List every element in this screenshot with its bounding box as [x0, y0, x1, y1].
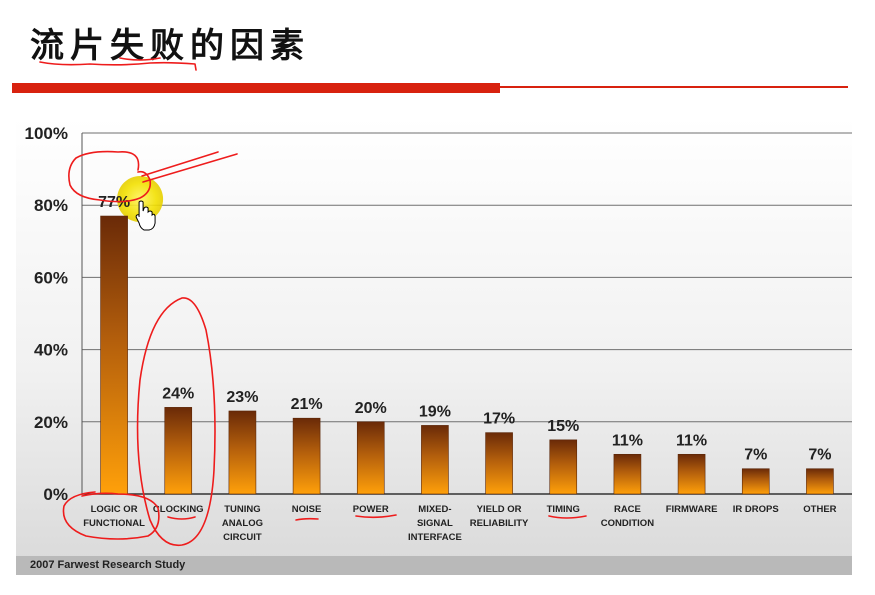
category-label: FUNCTIONAL	[83, 518, 145, 529]
category-label: INTERFACE	[408, 532, 462, 543]
annotation-ellipse-clocking	[136, 297, 216, 547]
bar	[100, 215, 128, 495]
bar	[741, 468, 770, 495]
data-label: 19%	[419, 403, 451, 420]
title-underline-bar	[12, 83, 500, 93]
category-label: OTHER	[803, 504, 836, 515]
title-underline-annotation	[39, 61, 197, 71]
data-label: 11%	[676, 432, 707, 449]
data-label: 7%	[808, 447, 831, 464]
category-label: POWER	[353, 504, 389, 515]
bar	[549, 439, 578, 495]
annotation-arrow	[141, 151, 219, 177]
footer-source-text: 2007 Farwest Research Study	[30, 559, 186, 571]
footer-strip	[16, 556, 852, 575]
bar	[485, 432, 513, 495]
category-label: RELIABILITY	[470, 518, 529, 529]
data-label: 15%	[547, 418, 579, 435]
data-label: 77%	[98, 194, 130, 211]
y-tick-label: 20%	[34, 413, 68, 432]
annotation-underline-clocking	[167, 516, 196, 520]
category-label: CIRCUIT	[223, 532, 262, 543]
bar	[677, 453, 706, 495]
bar	[228, 410, 257, 495]
y-tick-label: 60%	[34, 268, 68, 287]
title-underline-line	[500, 86, 848, 88]
annotation-circle-logic	[62, 491, 160, 540]
y-tick-label: 0%	[43, 485, 68, 504]
annotation-circle-77	[68, 150, 152, 203]
data-label: 11%	[612, 432, 643, 449]
category-label: RACE	[614, 504, 641, 515]
data-label: 20%	[355, 400, 387, 417]
bar	[164, 407, 193, 495]
annotation-underline-noise	[295, 517, 319, 521]
category-label: ANALOG	[222, 518, 263, 529]
annotation-underline-timing	[548, 515, 587, 519]
bar	[613, 453, 642, 495]
category-label: LOGIC OR	[91, 504, 138, 515]
bar	[806, 468, 834, 495]
bar	[292, 417, 321, 495]
y-tick-label: 40%	[34, 341, 68, 360]
category-label: SIGNAL	[417, 518, 453, 529]
category-label: NOISE	[292, 504, 322, 515]
category-label: TIMING	[547, 504, 580, 515]
category-label: TUNING	[224, 504, 260, 515]
category-label: CONDITION	[601, 518, 654, 529]
cursor-highlight	[117, 176, 164, 223]
bar	[421, 425, 449, 495]
data-label: 24%	[162, 385, 194, 402]
data-label: 17%	[483, 411, 515, 428]
data-label: 23%	[226, 389, 258, 406]
bar	[356, 421, 385, 495]
annotation-arrow	[142, 153, 238, 183]
title-underline-annotation	[119, 57, 161, 61]
y-tick-label: 80%	[34, 196, 68, 215]
slide-title: 流片失败的因素	[30, 26, 310, 66]
category-label: MIXED-	[418, 504, 451, 515]
hand-cursor-icon	[135, 200, 156, 231]
category-label: FIRMWARE	[666, 504, 718, 515]
y-tick-label: 100%	[25, 124, 68, 143]
annotation-underline-power	[355, 514, 397, 519]
data-label: 21%	[291, 396, 323, 413]
data-label: 7%	[744, 447, 767, 464]
category-label: CLOCKING	[153, 504, 204, 515]
category-label: IR DROPS	[733, 504, 779, 515]
category-label: YIELD OR	[477, 504, 522, 515]
